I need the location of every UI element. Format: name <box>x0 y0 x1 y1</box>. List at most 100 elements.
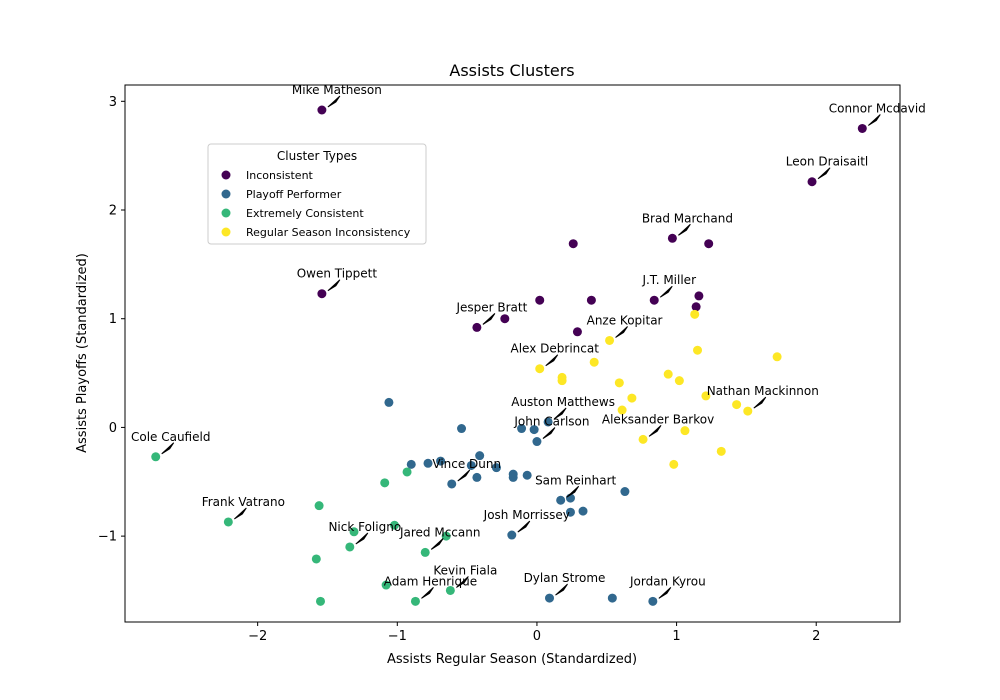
chart-title: Assists Clusters <box>449 61 574 80</box>
annotation-arrow <box>659 285 673 298</box>
annotation-arrow <box>867 114 881 126</box>
data-point <box>638 434 648 444</box>
annotation-label: Aleksander Barkov <box>602 412 714 426</box>
x-tick-label: 1 <box>672 629 680 644</box>
annotation-arrow <box>545 354 559 367</box>
data-point <box>857 123 867 133</box>
data-point <box>649 295 659 305</box>
annotation-arrow <box>355 532 369 545</box>
legend: Cluster Types Inconsistent Playoff Perfor… <box>207 143 427 245</box>
data-point <box>317 105 327 115</box>
data-point <box>317 289 327 299</box>
data-point <box>445 585 455 595</box>
data-point <box>716 446 726 456</box>
data-point <box>693 345 703 355</box>
annotation-label: Adam Henrique <box>384 574 477 588</box>
data-point <box>345 542 355 552</box>
data-point <box>680 426 690 436</box>
data-point <box>605 335 615 345</box>
data-point <box>535 295 545 305</box>
data-point <box>472 322 482 332</box>
legend-label: Playoff Performer <box>246 188 342 201</box>
data-point <box>380 478 390 488</box>
data-point <box>349 527 359 537</box>
x-tick-label: −2 <box>248 629 267 644</box>
annotation-label: Kevin Fiala <box>433 563 497 577</box>
legend-label: Extremely Consistent <box>246 207 364 220</box>
annotation-arrow <box>327 95 341 108</box>
annotation-arrow <box>753 396 767 409</box>
data-point <box>732 400 742 410</box>
y-tick-label: −1 <box>98 530 117 545</box>
legend-title: Cluster Types <box>277 149 357 163</box>
data-point <box>701 391 711 401</box>
data-point <box>557 376 567 386</box>
data-point <box>441 531 451 541</box>
data-point <box>423 458 433 468</box>
data-point <box>565 507 575 517</box>
annotation-label: J.T. Miller <box>641 273 696 287</box>
data-point <box>772 352 782 362</box>
data-point <box>614 378 624 388</box>
data-point <box>491 463 501 473</box>
annotation-label: Alex Debrincat <box>511 342 600 356</box>
data-point <box>690 309 700 319</box>
data-point <box>151 452 161 462</box>
annotation-arrow <box>482 313 496 325</box>
annotation-label: Leon Draisaitl <box>786 155 868 169</box>
y-axis-label: Assists Playoffs (Standardized) <box>75 253 90 453</box>
annotation-arrow <box>615 326 628 338</box>
data-point <box>410 596 420 606</box>
data-point <box>667 233 677 243</box>
legend-label: Regular Season Inconsistency <box>246 226 411 239</box>
data-point <box>694 291 704 301</box>
data-point <box>572 327 582 337</box>
data-point <box>457 424 467 434</box>
annotation-label: Nathan Mackinnon <box>707 384 819 398</box>
data-point <box>669 459 679 469</box>
annotation-label: Jesper Bratt <box>455 300 527 314</box>
x-tick-label: 2 <box>812 629 820 644</box>
data-point <box>472 472 482 482</box>
y-tick-label: 1 <box>109 312 117 327</box>
annotation-label: Owen Tippett <box>297 267 378 281</box>
series-regular-season-inconsistency <box>535 309 782 469</box>
data-point <box>311 554 321 564</box>
data-point <box>663 369 673 379</box>
annotation-arrow <box>817 167 831 180</box>
legend-marker <box>221 170 231 180</box>
data-point <box>674 376 684 386</box>
annotation-arrow <box>421 586 434 599</box>
annotation-arrow <box>456 576 469 588</box>
annotation-arrow <box>553 407 567 420</box>
data-point <box>807 177 817 187</box>
x-tick-label: −1 <box>388 629 407 644</box>
data-point <box>586 295 596 305</box>
annotation-label: Sam Reinhart <box>535 473 616 487</box>
annotation-arrow <box>678 223 691 236</box>
data-point <box>648 596 658 606</box>
x-tick-label: 0 <box>533 629 541 644</box>
data-point <box>315 596 325 606</box>
data-point <box>578 506 588 516</box>
annotation-arrow <box>161 442 175 455</box>
annotation-label: Auston Matthews <box>511 395 615 409</box>
data-point <box>436 456 446 466</box>
x-axis-label: Assists Regular Season (Standardized) <box>387 652 637 667</box>
data-point <box>607 593 617 603</box>
data-point <box>617 405 627 415</box>
annotation-label: Frank Vatrano <box>202 495 285 509</box>
data-point <box>447 479 457 489</box>
annotation-label: Nick Foligno <box>328 520 401 534</box>
data-point <box>545 593 555 603</box>
axes-frame <box>124 84 901 623</box>
legend-label: Inconsistent <box>246 169 314 182</box>
annotation-arrow <box>566 485 580 498</box>
annotation-label: Anze Kopitar <box>587 313 663 327</box>
legend-entries: Inconsistent Playoff Performer Extremely C… <box>221 169 411 239</box>
data-point <box>568 239 578 249</box>
annotation-label: John Carlson <box>513 415 589 429</box>
plot-area: −2 −1 0 1 2 −1 0 1 2 3 Mike Matheson Connor Mcdavid… <box>98 83 926 644</box>
